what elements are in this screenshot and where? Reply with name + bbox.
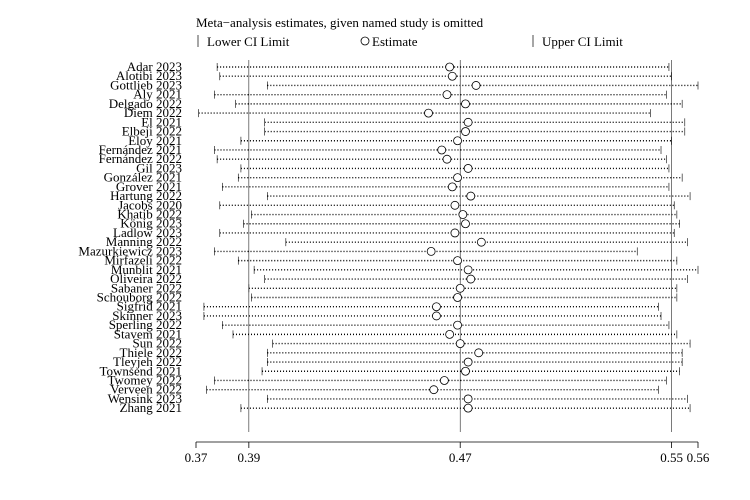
study-label: Sperling 2022 [109, 317, 182, 332]
study-label: Gil 2023 [136, 160, 182, 175]
legend-label-1: Estimate [372, 34, 418, 49]
estimate-point [466, 274, 476, 284]
estimate-point [442, 90, 452, 100]
x-axis: 0.37 0.39 0.47 0.55 0.56 [185, 441, 710, 465]
estimate-point [432, 302, 441, 312]
estimate-point [453, 320, 462, 330]
x-tick-label: 0.55 [660, 450, 683, 465]
estimate-point [432, 311, 441, 321]
study-label: Jacobs 2020 [118, 197, 182, 212]
study-label: König 2023 [120, 216, 182, 231]
estimate-point [463, 117, 473, 127]
study-label: El 2021 [141, 114, 182, 129]
estimate-point [463, 357, 473, 367]
estimate-point [455, 339, 465, 349]
estimate-point [429, 385, 439, 395]
estimate-point [453, 173, 462, 183]
estimate-point [453, 256, 462, 266]
study-label: Mirfazeli 2022 [104, 253, 182, 268]
study-label: Verveen 2022 [110, 382, 182, 397]
estimate-point [442, 154, 452, 164]
estimate-point [463, 265, 473, 275]
estimate-point [426, 246, 436, 256]
estimate-point [450, 200, 460, 210]
study-label: Thiele 2022 [120, 345, 182, 360]
study-label: Schouborg 2022 [97, 290, 182, 305]
estimate-point [453, 136, 462, 146]
legend-label-0: Lower CI Limit [207, 34, 290, 49]
study-label: Sigfrid 2021 [117, 299, 182, 314]
study-label: Manning 2022 [106, 234, 182, 249]
study-label: Oliveira 2022 [110, 271, 182, 286]
estimate-point [463, 394, 473, 404]
study-label: Delgado 2022 [109, 96, 182, 111]
estimate-point [471, 81, 481, 90]
estimate-point [445, 62, 455, 72]
estimate-point [463, 164, 473, 173]
study-label: Skinner 2023 [112, 308, 182, 323]
study-label: Alotibi 2023 [116, 68, 182, 83]
study-label: Munblit 2021 [111, 262, 182, 277]
study-label: Twomey 2022 [107, 372, 182, 387]
study-label: González 2021 [104, 170, 182, 185]
estimate-point [461, 127, 470, 136]
study-label: Townsend 2021 [99, 363, 182, 378]
study-label: Sun 2022 [133, 336, 182, 351]
estimate-point [474, 348, 484, 358]
study-label: Diem 2022 [124, 105, 182, 120]
estimate-point [447, 182, 457, 192]
study-label: Hartung 2022 [110, 188, 182, 203]
study-label: Stavem 2021 [114, 326, 182, 341]
estimate-point [447, 71, 457, 81]
study-label: Fernández 2022 [99, 151, 182, 166]
study-label: Sabaner 2022 [111, 280, 182, 295]
estimate-point [450, 228, 460, 238]
estimate-point [458, 210, 468, 219]
study-label: Fernández 2021 [99, 142, 182, 157]
study-label: Khatib 2022 [117, 207, 182, 222]
estimate-point [461, 366, 470, 376]
estimate-point [461, 219, 470, 229]
study-label: Wensink 2023 [108, 391, 182, 406]
study-label: Elbeji 2022 [122, 124, 182, 139]
study-label: Tleyjeh 2022 [113, 354, 182, 369]
estimate-point [466, 191, 476, 201]
study-label: Zhang 2021 [120, 400, 182, 415]
study-label: Grover 2021 [116, 179, 182, 194]
estimate-point [445, 329, 455, 339]
x-tick-label: 0.39 [237, 450, 260, 465]
legend-marker-1 [360, 36, 370, 46]
chart-title: Meta−analysis estimates, given named stu… [196, 15, 484, 30]
estimate-point [455, 283, 465, 293]
estimate-point [453, 293, 462, 302]
study-label: Mazurkiewicz 2023 [78, 243, 182, 258]
study-label: Ladlow 2023 [113, 225, 182, 240]
study-label: Eloy 2021 [128, 133, 182, 148]
study-label: Gottlieb 2023 [110, 77, 182, 92]
estimate-point [437, 145, 447, 155]
x-tick-label: 0.47 [449, 450, 472, 465]
x-tick-label: 0.56 [687, 450, 710, 465]
study-label: Aly 2021 [133, 87, 182, 102]
x-tick-label: 0.37 [185, 450, 208, 465]
estimate-point [439, 376, 449, 385]
estimate-point [476, 237, 486, 247]
legend: Lower CI Limit Estimate Upper CI Limit [197, 34, 623, 49]
study-label: Adar 2023 [127, 59, 182, 74]
estimate-point [424, 108, 433, 118]
estimate-point [461, 99, 470, 109]
estimate-point [463, 403, 473, 413]
legend-label-2: Upper CI Limit [542, 34, 623, 49]
